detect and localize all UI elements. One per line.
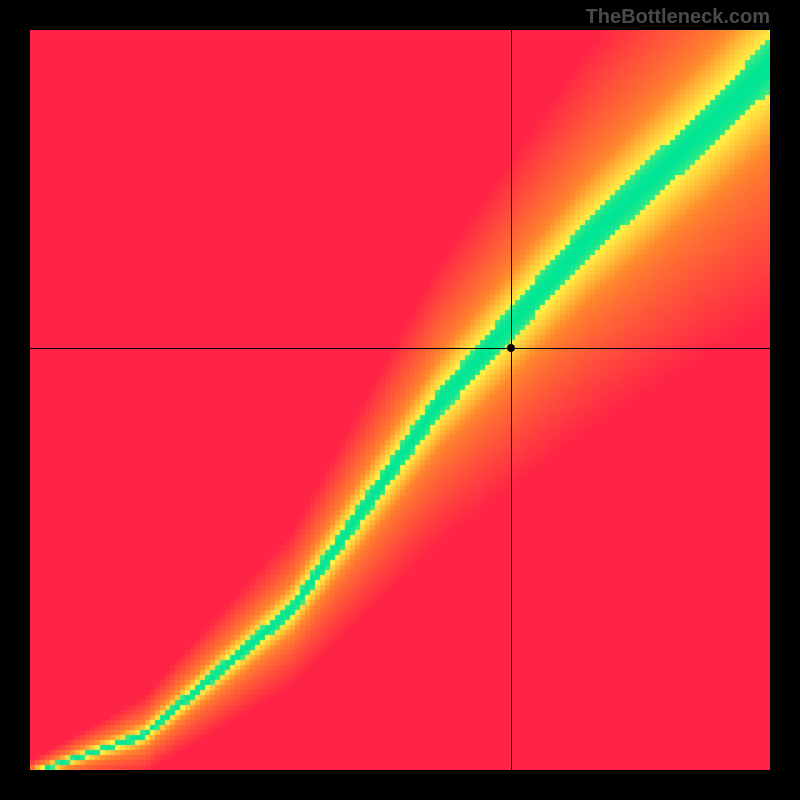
crosshair-vertical — [511, 30, 512, 770]
crosshair-marker — [507, 344, 515, 352]
crosshair-horizontal — [30, 348, 770, 349]
heatmap-plot — [30, 30, 770, 770]
heatmap-canvas — [30, 30, 770, 770]
watermark: TheBottleneck.com — [586, 6, 770, 29]
